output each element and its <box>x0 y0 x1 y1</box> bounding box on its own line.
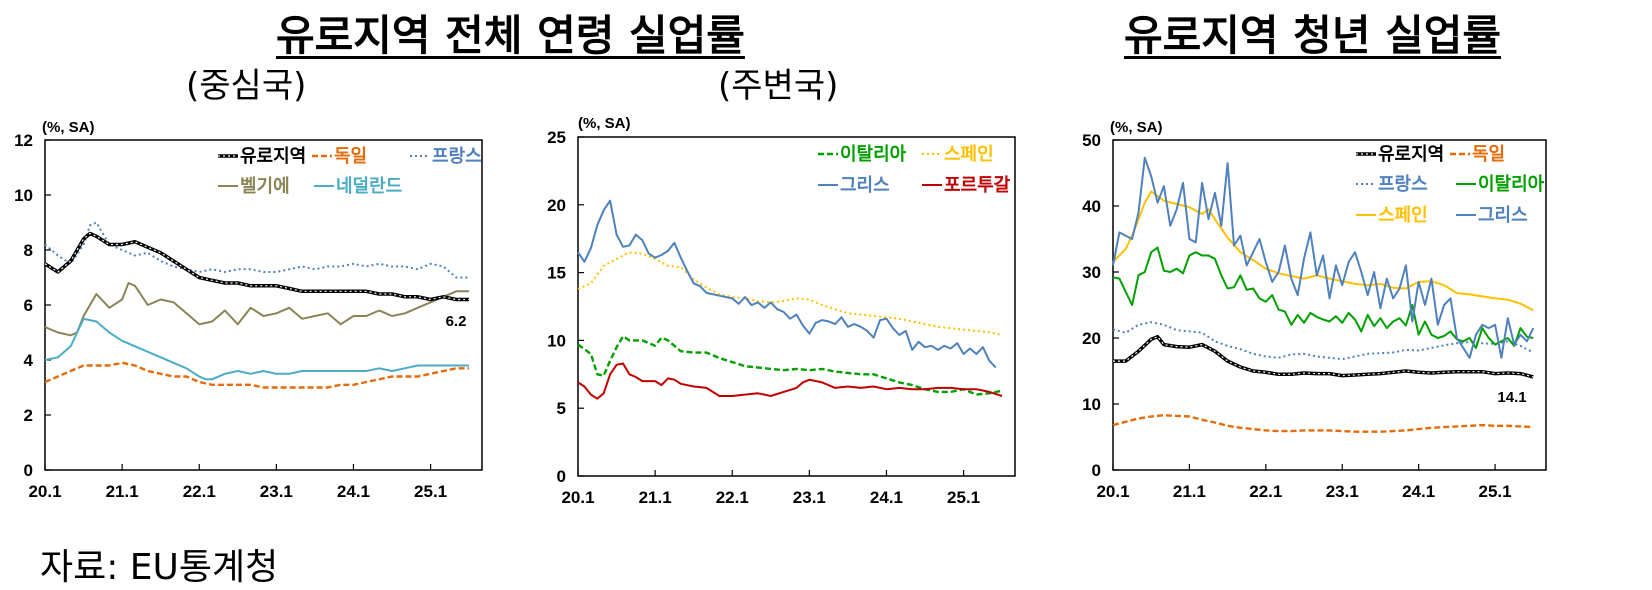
y-tick-label: 15 <box>547 264 566 283</box>
y-tick-label: 0 <box>24 461 33 480</box>
x-tick-label: 22.1 <box>716 488 749 507</box>
y-tick-label: 40 <box>1082 197 1101 216</box>
total-unemployment-heading: 유로지역 전체 연령 실업률 <box>276 11 745 60</box>
x-tick-label: 22.1 <box>1249 482 1282 501</box>
x-tick-label: 24.1 <box>337 482 370 501</box>
plot-frame <box>1112 139 1547 471</box>
legend-label: 독일 <box>1472 144 1505 164</box>
x-tick-label: 20.1 <box>28 482 61 501</box>
y-tick-label: 10 <box>1082 395 1101 414</box>
legend-item-포르투갈: 포르투갈 <box>922 174 1011 195</box>
unit-label: (%, SA) <box>1110 119 1163 136</box>
y-tick-label: 5 <box>557 399 566 418</box>
legend-label: 이탈리아 <box>1478 174 1545 194</box>
legend-item-유로지역: 유로지역 <box>218 146 306 166</box>
legend-label: 그리스 <box>840 175 890 195</box>
x-tick-label: 24.1 <box>870 488 903 507</box>
y-tick-label: 12 <box>14 131 33 150</box>
series-line-프랑스 <box>44 221 470 279</box>
legend-item-스페인: 스페인 <box>922 144 994 164</box>
x-tick-label: 25.1 <box>414 482 447 501</box>
y-tick-label: 8 <box>24 241 33 260</box>
legend-label: 스페인 <box>1378 205 1428 225</box>
legend-item-그리스: 그리스 <box>1456 205 1528 225</box>
source-note: 자료: EU통계청 <box>40 547 279 588</box>
y-tick-label: 10 <box>547 331 566 350</box>
y-tick-label: 4 <box>24 351 34 370</box>
x-tick-label: 21.1 <box>639 488 672 507</box>
legend-item-프랑스: 프랑스 <box>1356 174 1428 194</box>
series-line-네덜란드 <box>44 317 470 381</box>
x-tick-label: 23.1 <box>1326 482 1359 501</box>
legend-item-프랑스: 프랑스 <box>410 146 482 166</box>
x-tick-label: 21.1 <box>1173 482 1206 501</box>
series-line-스페인 <box>577 251 1003 336</box>
legend-item-이탈리아: 이탈리아 <box>1456 174 1545 194</box>
legend-label: 유로지역 <box>1378 144 1444 164</box>
series-line-이탈리아 <box>577 335 1003 396</box>
series-line-overlay-유로지역 <box>44 232 470 301</box>
x-tick-label: 23.1 <box>793 488 826 507</box>
unit-label: (%, SA) <box>578 115 631 132</box>
y-tick-label: 25 <box>547 128 566 147</box>
x-tick-label: 21.1 <box>106 482 139 501</box>
x-tick-label: 22.1 <box>183 482 216 501</box>
plot-frame <box>577 136 1016 477</box>
y-tick-label: 50 <box>1082 131 1101 150</box>
y-tick-label: 6 <box>24 296 33 315</box>
youth-unemployment-heading: 유로지역 청년 실업률 <box>1124 11 1502 60</box>
legend-item-이탈리아: 이탈리아 <box>818 144 907 164</box>
series-line-그리스 <box>577 199 997 369</box>
x-tick-label: 23.1 <box>260 482 293 501</box>
x-tick-label: 24.1 <box>1402 482 1435 501</box>
chart-panel-3: (%, SA) 0 10 20 30 40 50 20.1 21.1 22.1 23.1 24.1 25… <box>1082 119 1547 501</box>
legend-label: 프랑스 <box>1378 174 1428 194</box>
series-line-overlay-유로지역 <box>1113 335 1534 378</box>
legend-label: 포르투갈 <box>944 174 1011 195</box>
unit-label: (%, SA) <box>42 119 95 136</box>
series-line-벨기에 <box>44 282 470 337</box>
legend-label: 독일 <box>334 146 367 166</box>
chart-panel-1: (%, SA) 0 2 4 6 8 10 12 20.1 21.1 22.1 23.1 24.1 25.1… <box>14 119 483 501</box>
y-tick-label: 0 <box>1092 461 1101 480</box>
y-tick-label: 30 <box>1082 263 1101 282</box>
legend-item-스페인: 스페인 <box>1356 205 1428 225</box>
x-tick-label: 25.1 <box>1479 482 1512 501</box>
x-tick-label: 20.1 <box>1096 482 1129 501</box>
legend-item-독일: 독일 <box>312 146 367 166</box>
legend-label: 벨기에 <box>240 176 290 196</box>
series-line-스페인 <box>1112 190 1534 312</box>
end-value-annotation: 14.1 <box>1497 389 1526 406</box>
series-line-이탈리아 <box>1112 246 1534 349</box>
legend-item-유로지역: 유로지역 <box>1356 144 1444 164</box>
end-value-annotation: 6.2 <box>446 313 467 330</box>
periphery-countries-subtitle: (주변국) <box>718 66 839 106</box>
y-tick-label: 0 <box>557 467 566 486</box>
legend-label: 네덜란드 <box>336 176 402 196</box>
legend-label: 그리스 <box>1478 205 1528 225</box>
legend-label: 스페인 <box>944 144 994 164</box>
series-line-독일 <box>1112 414 1534 433</box>
legend-label: 프랑스 <box>432 146 482 166</box>
x-tick-label: 25.1 <box>947 488 980 507</box>
legend-item-벨기에: 벨기에 <box>218 176 290 196</box>
core-countries-subtitle: (중심국) <box>186 66 307 106</box>
legend-label: 이탈리아 <box>840 144 907 164</box>
y-tick-label: 20 <box>547 196 566 215</box>
legend-item-네덜란드: 네덜란드 <box>314 176 402 196</box>
series-line-포르투갈 <box>577 362 1003 400</box>
series-line-프랑스 <box>1112 321 1534 361</box>
series-line-유로지역 <box>44 231 470 302</box>
series-line-독일 <box>44 361 470 389</box>
y-tick-label: 20 <box>1082 329 1101 348</box>
legend-item-독일: 독일 <box>1450 144 1505 164</box>
y-tick-label: 10 <box>14 186 33 205</box>
legend-label: 유로지역 <box>240 146 306 166</box>
legend-item-그리스: 그리스 <box>818 175 890 195</box>
y-tick-label: 2 <box>24 406 33 425</box>
x-tick-label: 20.1 <box>561 488 594 507</box>
chart-panel-2: (%, SA) 0 5 10 15 20 25 20.1 21.1 22.1 23.1 24.1 25.… <box>547 115 1016 507</box>
series-line-그리스 <box>1112 156 1535 359</box>
